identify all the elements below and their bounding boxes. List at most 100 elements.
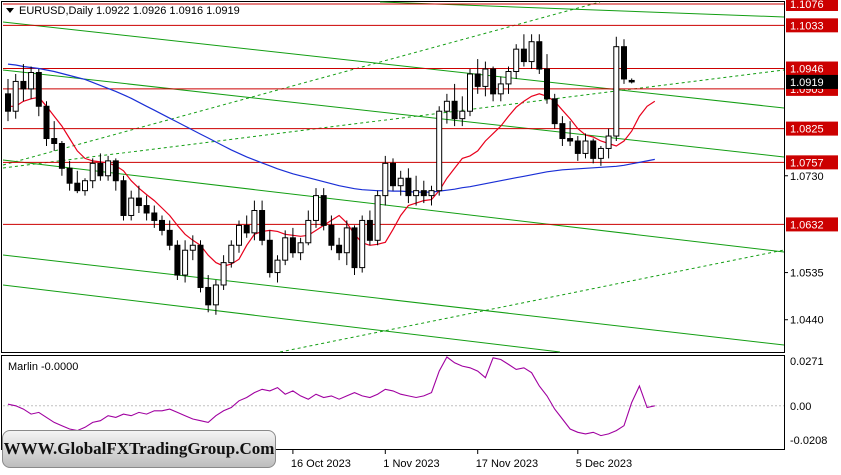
candle-body bbox=[74, 182, 81, 192]
candle-body bbox=[544, 68, 550, 100]
main-pane bbox=[2, 1, 785, 353]
candle-body bbox=[320, 195, 327, 226]
candle-body bbox=[567, 138, 574, 142]
candle-body bbox=[628, 79, 635, 83]
date-label: 5 Dec 2023 bbox=[576, 458, 632, 470]
candle-body bbox=[128, 197, 135, 216]
candle-body bbox=[297, 242, 304, 254]
candle-body bbox=[597, 147, 604, 159]
oscillator-pane: 0.0271 0.00 -0.0208 bbox=[3, 356, 827, 447]
candle-body bbox=[212, 284, 219, 306]
candle-body bbox=[574, 140, 581, 154]
level-label-bg bbox=[786, 61, 838, 76]
candle-body bbox=[443, 100, 450, 112]
candle-body bbox=[112, 160, 119, 182]
oscillator-tick-label: 0.00 bbox=[790, 401, 811, 413]
candle-body bbox=[467, 73, 473, 112]
date-label: 16 Oct 2023 bbox=[291, 458, 351, 470]
candle-body bbox=[382, 162, 389, 197]
candle-body bbox=[105, 160, 112, 177]
candle-body bbox=[413, 190, 420, 197]
date-label: 17 Nov 2023 bbox=[476, 458, 538, 470]
candle-body bbox=[405, 177, 412, 197]
candle-body bbox=[528, 41, 535, 63]
channel-line bbox=[379, 1, 785, 18]
candle-body bbox=[143, 205, 150, 214]
candle-body bbox=[89, 162, 96, 182]
candle-body bbox=[243, 224, 250, 234]
date-label: 1 Nov 2023 bbox=[383, 458, 439, 470]
candle-body bbox=[351, 227, 358, 269]
candle-body bbox=[236, 224, 242, 246]
price-tick-label: 1.0535 bbox=[790, 268, 824, 280]
level-label-bg bbox=[786, 217, 838, 232]
candle-body bbox=[582, 140, 589, 154]
candle-body bbox=[5, 93, 11, 112]
candle-body bbox=[220, 262, 227, 286]
candle-body bbox=[436, 110, 443, 192]
candle-body bbox=[559, 123, 566, 140]
candle-body bbox=[282, 237, 289, 261]
oscillator-line bbox=[7, 356, 655, 437]
level-label: 1.1033 bbox=[790, 20, 824, 32]
candle-body bbox=[151, 212, 158, 221]
candle-body bbox=[97, 162, 104, 177]
channel-line bbox=[2, 69, 785, 158]
candle-body bbox=[251, 210, 258, 234]
candle-body bbox=[390, 162, 396, 187]
level-label-bg bbox=[786, 155, 838, 170]
candle-body bbox=[197, 244, 204, 288]
level-label: 1.0946 bbox=[790, 64, 824, 76]
candle-body bbox=[497, 83, 504, 95]
candle-body bbox=[505, 71, 512, 85]
oscillator-tick-label: 0.0271 bbox=[790, 356, 824, 368]
candle-body bbox=[621, 46, 627, 80]
candle-body bbox=[182, 249, 189, 276]
price-axis: 1.10761.10331.09461.09051.08251.07571.06… bbox=[784, 0, 838, 327]
symbol-header: EURUSD,Daily 1.0922 1.0926 1.0916 1.0919 bbox=[6, 5, 240, 17]
candle-body bbox=[482, 68, 489, 87]
price-tick-label: 1.0730 bbox=[790, 171, 824, 183]
candle-body bbox=[43, 105, 50, 140]
price-tick-label: 1.0440 bbox=[790, 315, 824, 327]
candle-body bbox=[536, 41, 543, 70]
channel-line bbox=[2, 159, 785, 253]
candle-body bbox=[28, 71, 35, 90]
symbol-header-text: EURUSD,Daily 1.0922 1.0926 1.0916 1.0919 bbox=[19, 5, 240, 17]
channel-lines bbox=[2, 1, 785, 353]
candle-body bbox=[336, 244, 343, 254]
candle-body bbox=[259, 210, 266, 241]
candle-body bbox=[82, 180, 88, 192]
candle-body bbox=[328, 224, 335, 246]
ma-slow-line bbox=[7, 63, 655, 193]
level-label-bg bbox=[786, 0, 838, 11]
candle-body bbox=[605, 135, 612, 149]
candle-body bbox=[397, 177, 404, 187]
channel-line bbox=[2, 21, 785, 109]
candle-body bbox=[520, 48, 527, 63]
candle-body bbox=[35, 71, 42, 107]
candle-body bbox=[366, 219, 373, 241]
candle-body bbox=[166, 229, 173, 246]
candle-body bbox=[359, 219, 366, 269]
candle-body bbox=[428, 190, 435, 197]
level-label-bg bbox=[786, 121, 838, 136]
candle-body bbox=[51, 138, 58, 144]
candle-body bbox=[228, 244, 235, 264]
candle-body bbox=[120, 180, 127, 216]
candle-body bbox=[266, 239, 273, 274]
level-label: 1.0825 bbox=[790, 124, 824, 136]
candle-body bbox=[420, 190, 427, 197]
candle-body bbox=[189, 244, 196, 251]
date-axis: 16 Oct 2023 1 Nov 2023 17 Nov 2023 5 Dec 20… bbox=[291, 450, 632, 470]
candle-body bbox=[66, 167, 73, 184]
dropdown-triangle-icon[interactable] bbox=[6, 8, 14, 13]
channel-line bbox=[2, 1, 601, 166]
candle-body bbox=[343, 227, 350, 254]
level-label: 1.1076 bbox=[790, 0, 824, 11]
oscillator-tick-label: -0.0208 bbox=[790, 435, 827, 447]
watermark-logo: WWW.GlobalFXTradingGroup.Com bbox=[2, 430, 276, 468]
candle-body bbox=[474, 73, 481, 87]
candle-body bbox=[289, 237, 296, 254]
candle-body bbox=[613, 46, 620, 137]
